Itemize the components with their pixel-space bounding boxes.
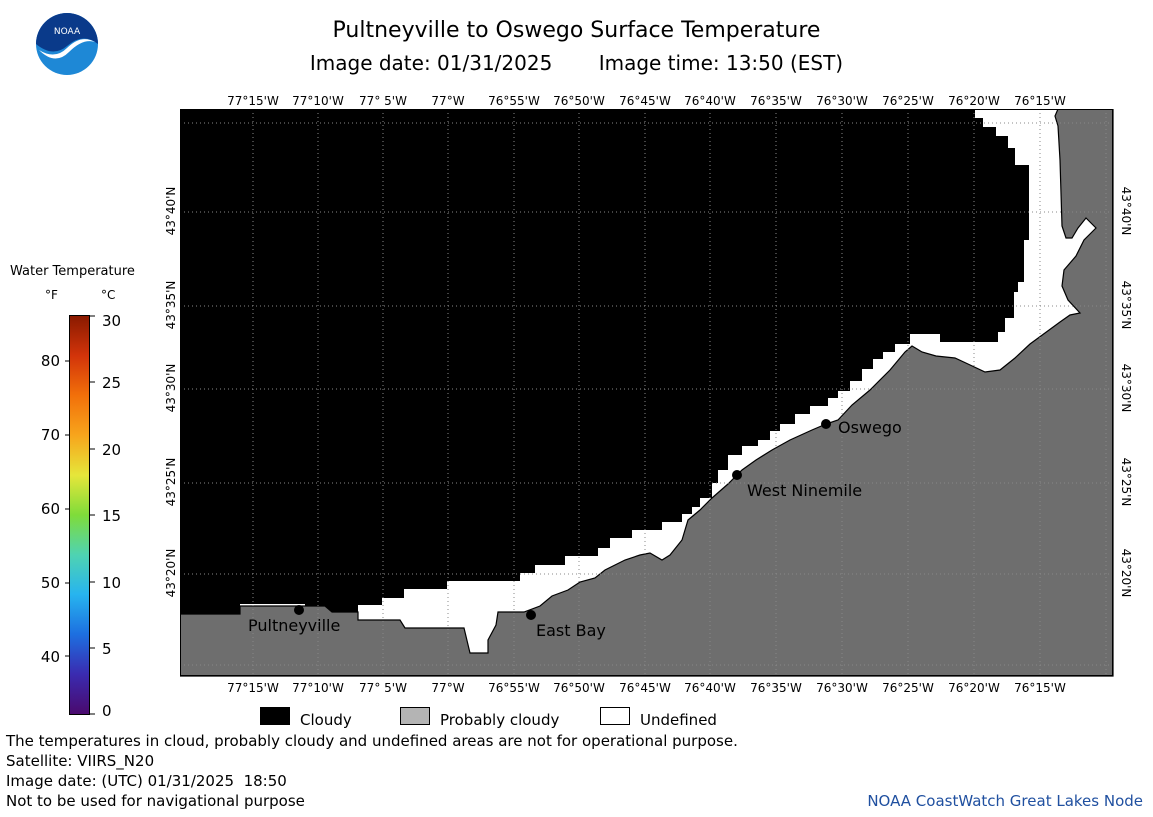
- colorbar-title: Water Temperature: [10, 264, 135, 279]
- colorbar-ticks: [65, 315, 95, 715]
- footer-utc-date: Image date: (UTC) 01/31/2025 18:50: [6, 772, 287, 790]
- footer-nav-warning: Not to be used for navigational purpose: [6, 792, 305, 810]
- lon-label: 76°20'W: [948, 94, 1000, 108]
- colorbar-tick-c: 30: [102, 312, 122, 330]
- colorbar-tick-f: 50: [40, 574, 60, 592]
- graticule: [180, 109, 1113, 676]
- place-label-east-bay: East Bay: [536, 621, 606, 640]
- lon-label: 77°W: [431, 94, 465, 108]
- image-time: Image time: 13:50 (EST): [598, 51, 844, 75]
- lat-label: 43°20'N: [164, 548, 178, 598]
- legend-swatch-cloudy: [260, 707, 290, 725]
- lon-label: 76°25'W: [882, 681, 934, 695]
- lon-label: 77°W: [431, 681, 465, 695]
- colorbar-unit-f: °F: [45, 288, 58, 302]
- image-date: Image date: 01/31/2025: [309, 51, 553, 75]
- lat-label: 43°35'N: [164, 280, 178, 330]
- oswego-marker: [821, 419, 831, 429]
- colorbar-tick-f: 80: [40, 352, 60, 370]
- colorbar-unit-c: °C: [101, 288, 116, 302]
- colorbar-tick-c: 25: [102, 374, 122, 392]
- lat-label: 43°40'N: [1119, 186, 1133, 236]
- lon-label: 77°10'W: [292, 94, 344, 108]
- lon-label: 76°35'W: [750, 94, 802, 108]
- colorbar-tick-c: 10: [102, 574, 122, 592]
- lon-label: 76°25'W: [882, 94, 934, 108]
- temperature-map: [180, 109, 1114, 677]
- lon-label: 76°50'W: [553, 681, 605, 695]
- pultneyville-marker: [294, 605, 304, 615]
- lon-label: 76°40'W: [684, 681, 736, 695]
- lon-label: 77°10'W: [292, 681, 344, 695]
- place-label-oswego: Oswego: [838, 418, 902, 437]
- lat-label: 43°30'N: [1119, 363, 1133, 413]
- colorbar-tick-c: 5: [102, 640, 112, 658]
- land-area: [180, 109, 1114, 677]
- footer-credit: NOAA CoastWatch Great Lakes Node: [867, 792, 1143, 810]
- colorbar-tick-f: 40: [40, 648, 60, 666]
- colorbar: [69, 315, 90, 715]
- lat-label: 43°40'N: [164, 186, 178, 236]
- legend-swatch-probably-cloudy: [400, 707, 430, 725]
- lon-label: 76°40'W: [684, 94, 736, 108]
- lat-label: 43°35'N: [1119, 280, 1133, 330]
- map-subtitle: Image date: 01/31/2025 Image time: 13:50…: [0, 51, 1153, 75]
- lon-label: 77° 5'W: [359, 94, 407, 108]
- footer-note: The temperatures in cloud, probably clou…: [6, 732, 738, 750]
- map-frame: [180, 109, 1113, 676]
- colorbar-tick-f: 60: [40, 500, 60, 518]
- lat-label: 43°25'N: [164, 457, 178, 507]
- place-label-pultneyville: Pultneyville: [248, 616, 341, 635]
- lon-label: 76°55'W: [488, 94, 540, 108]
- colorbar-tick-c: 15: [102, 507, 122, 525]
- lat-label: 43°25'N: [1119, 457, 1133, 507]
- west-ninemile-marker: [732, 470, 742, 480]
- lon-label: 76°15'W: [1014, 681, 1066, 695]
- map-title: Pultneyville to Oswego Surface Temperatu…: [332, 18, 821, 43]
- legend-label-probably-cloudy: Probably cloudy: [440, 711, 560, 729]
- lat-label: 43°20'N: [1119, 548, 1133, 598]
- cloud-area: [180, 109, 1029, 614]
- lon-label: 76°50'W: [553, 94, 605, 108]
- colorbar-tick-c: 20: [102, 441, 122, 459]
- lon-label: 76°30'W: [816, 94, 868, 108]
- legend-swatch-undefined: [600, 707, 630, 725]
- colorbar-tick-f: 70: [40, 426, 60, 444]
- lon-label: 76°15'W: [1014, 94, 1066, 108]
- east-bay-marker: [526, 610, 536, 620]
- lon-label: 77°15'W: [227, 681, 279, 695]
- lon-label: 76°45'W: [619, 681, 671, 695]
- lon-label: 76°35'W: [750, 681, 802, 695]
- place-label-west-ninemile: West Ninemile: [747, 481, 863, 500]
- lat-label: 43°30'N: [164, 363, 178, 413]
- legend-label-undefined: Undefined: [640, 711, 717, 729]
- lon-label: 76°20'W: [948, 681, 1000, 695]
- lon-label: 76°45'W: [619, 94, 671, 108]
- colorbar-tick-c: 0: [102, 702, 112, 720]
- legend-label-cloudy: Cloudy: [300, 711, 352, 729]
- lon-label: 76°55'W: [488, 681, 540, 695]
- lon-label: 77°15'W: [227, 94, 279, 108]
- noaa-logo: NOAA: [35, 12, 99, 76]
- footer-satellite: Satellite: VIIRS_N20: [6, 752, 155, 770]
- lon-label: 77° 5'W: [359, 681, 407, 695]
- lon-label: 76°30'W: [816, 681, 868, 695]
- logo-text: NOAA: [54, 27, 81, 37]
